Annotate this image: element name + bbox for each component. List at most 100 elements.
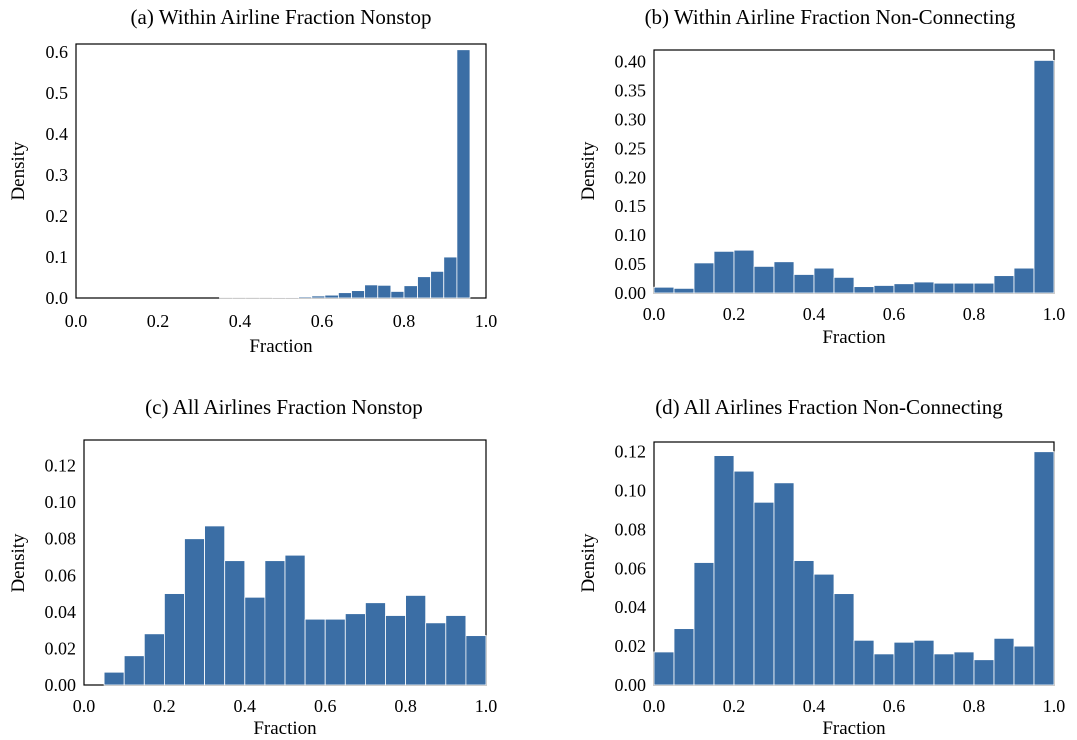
panel-b-x-axis-label: Fraction: [822, 327, 886, 348]
panel-b-title: (b) Within Airline Fraction Non-Connecti…: [645, 5, 1016, 29]
panel-a-bar: [271, 296, 286, 299]
panel-a-y-ticks: 0.0 0.1 0.2 0.3 0.4 0.5 0.6: [46, 42, 69, 308]
panel-d-y-axis-label: Density: [578, 533, 599, 593]
panel-c-bar: [224, 560, 246, 686]
panel-d-y-tick-label: 0.04: [615, 597, 647, 617]
panel-b-y-axis-label: Density: [578, 141, 599, 201]
panel-b-x-tick-label: 1.0: [1043, 304, 1066, 324]
panel-c-y-tick-label: 0.10: [45, 492, 77, 512]
panel-d-y-tick-label: 0.02: [615, 636, 647, 656]
panel-c-bar: [425, 622, 447, 686]
panel-d-bar: [953, 651, 975, 686]
panel-d-y-ticks: 0.00 0.02 0.04 0.06 0.08 0.10 0.12: [615, 442, 647, 695]
panel-c-y-tick-label: 0.06: [45, 565, 77, 585]
panel-a-bar: [351, 290, 366, 299]
panel-d-bar: [913, 639, 935, 686]
panel-a-bar: [285, 296, 300, 299]
panel-c-y-tick-label: 0.04: [45, 602, 77, 622]
panel-b-y-tick-label: 0.20: [615, 167, 647, 187]
panel-b-y-tick-label: 0.00: [615, 283, 647, 303]
panel-a-x-tick-label: 0.2: [147, 311, 170, 331]
panel-b-x-tick-label: 0.0: [643, 304, 666, 324]
panel-a-x-tick-label: 0.4: [229, 311, 252, 331]
panel-a: (a) Within Airline Fraction Nonstop 0.00…: [8, 5, 497, 357]
panel-b-y-tick-label: 0.15: [615, 196, 647, 216]
panel-a-bar: [377, 284, 392, 299]
panel-c-bar: [244, 596, 266, 686]
panel-a-bar: [456, 49, 471, 299]
panel-d-x-axis-label: Fraction: [822, 718, 886, 739]
panel-c-y-tick-label: 0.12: [45, 456, 77, 476]
panel-b-bar: [813, 267, 835, 294]
panel-c-bar: [445, 615, 467, 686]
panel-b-bars: [653, 60, 1055, 294]
panel-a-x-ticks: 0.0 0.2 0.4 0.6 0.8 1.0: [65, 311, 498, 331]
panel-b-x-ticks: 0.0 0.2 0.4 0.6 0.8 1.0: [643, 304, 1066, 324]
panel-d-x-tick-label: 0.6: [883, 696, 906, 716]
panel-b-bar: [753, 265, 775, 294]
panel-d-bar: [753, 501, 775, 686]
panel-a-x-tick-label: 0.6: [311, 311, 334, 331]
panel-c-title: (c) All Airlines Fraction Nonstop: [145, 395, 423, 419]
panel-b-y-tick-label: 0.30: [615, 109, 647, 129]
panel-b-bar: [853, 286, 875, 294]
panel-c: (c) All Airlines Fraction Nonstop 0.00 0.…: [8, 395, 497, 739]
panel-c-bar: [184, 538, 206, 686]
panel-b-y-tick-label: 0.05: [615, 254, 647, 274]
panel-b-x-tick-label: 0.4: [803, 304, 826, 324]
panel-c-bar: [344, 613, 366, 686]
panel-c-x-tick-label: 0.6: [314, 696, 337, 716]
panel-c-y-axis-label: Density: [8, 533, 29, 593]
panel-d-bar: [993, 637, 1015, 686]
panel-c-bar: [163, 593, 185, 686]
panel-d-bar: [973, 659, 995, 686]
panel-b-x-tick-label: 0.6: [883, 304, 906, 324]
panel-c-y-tick-label: 0.00: [45, 675, 77, 695]
panel-b-bar: [1033, 60, 1055, 294]
panel-a-y-tick-label: 0.5: [46, 83, 69, 103]
panel-c-x-tick-label: 0.4: [234, 696, 257, 716]
panel-c-bar: [284, 554, 306, 686]
panel-b-bar: [833, 276, 855, 294]
panel-d-y-tick-label: 0.06: [615, 558, 647, 578]
panel-d: (d) All Airlines Fraction Non-Connecting…: [578, 395, 1065, 739]
panel-c-bar: [103, 671, 125, 686]
panel-d-bar: [813, 573, 835, 686]
panel-a-bar: [337, 292, 352, 299]
panel-d-bar: [893, 641, 915, 686]
panel-d-x-tick-label: 0.4: [803, 696, 826, 716]
panel-a-bar: [311, 295, 326, 299]
panel-a-y-tick-label: 0.1: [46, 247, 69, 267]
panel-d-bars: [653, 451, 1055, 686]
panel-d-y-tick-label: 0.00: [615, 675, 647, 695]
panel-c-x-tick-label: 0.2: [153, 696, 176, 716]
panel-a-y-axis-label: Density: [8, 141, 29, 201]
panel-c-bar: [324, 618, 346, 686]
panel-b-bar: [653, 286, 675, 294]
panel-d-bar: [1033, 451, 1055, 686]
panel-c-bar: [405, 595, 427, 686]
panel-a-y-tick-label: 0.3: [46, 165, 69, 185]
panel-d-x-tick-label: 0.2: [723, 696, 746, 716]
panel-a-y-tick-label: 0.0: [46, 288, 69, 308]
panel-b-bar: [993, 275, 1015, 294]
panel-d-bar: [713, 455, 735, 686]
panel-b-y-tick-label: 0.40: [615, 52, 647, 72]
panel-c-bar: [264, 560, 286, 686]
panel-a-bar: [298, 296, 313, 299]
panel-d-bar: [673, 628, 695, 686]
panel-c-x-tick-label: 1.0: [475, 696, 498, 716]
panel-c-y-tick-label: 0.08: [45, 529, 77, 549]
panel-a-bar: [390, 291, 405, 299]
panel-d-bar: [1013, 645, 1035, 686]
panel-b-bar: [913, 281, 935, 294]
panel-d-title: (d) All Airlines Fraction Non-Connecting: [655, 395, 1003, 419]
panel-b-bar: [673, 287, 695, 294]
panel-a-bar: [364, 284, 379, 299]
panel-d-y-tick-label: 0.12: [615, 442, 647, 462]
panel-b-bar: [1013, 267, 1035, 294]
panel-c-bar: [364, 602, 386, 686]
panel-d-bar: [793, 560, 815, 686]
panel-c-bar: [143, 633, 165, 686]
